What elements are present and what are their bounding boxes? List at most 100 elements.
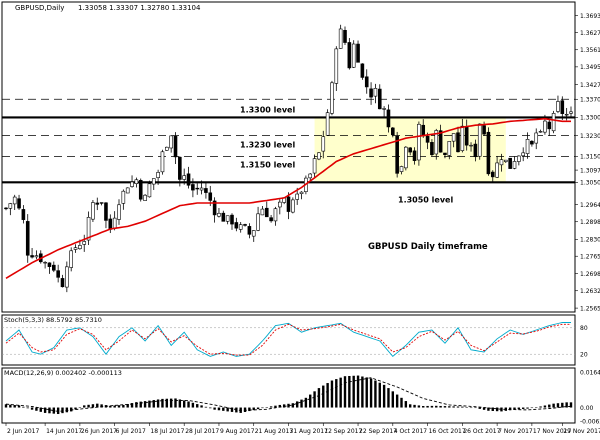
candle-body	[412, 150, 417, 161]
macd-histogram-bar	[230, 407, 234, 412]
candle-body	[260, 208, 265, 216]
macd-histogram-bar	[552, 403, 555, 408]
macd-histogram-bar	[356, 375, 360, 408]
macd-histogram-bar	[156, 399, 160, 408]
candle-body	[25, 221, 30, 256]
macd-histogram-bar	[495, 407, 499, 412]
candle-body	[69, 250, 73, 268]
x-tick-label: 29 Nov 2017	[563, 428, 600, 435]
macd-histogram-bar	[543, 405, 547, 408]
candle-body	[499, 159, 504, 166]
candle-body	[130, 181, 134, 187]
macd-histogram-bar	[456, 406, 460, 408]
price-tick-label: 1.30500	[580, 180, 600, 187]
candle-body	[473, 143, 478, 158]
macd-histogram-bar	[22, 406, 25, 408]
macd-histogram-bar	[478, 407, 481, 409]
price-tick-label: 1.33000	[580, 115, 600, 122]
x-tick-label: 12 Sep 2017	[324, 428, 362, 435]
candle-body	[256, 213, 260, 231]
x-tick-label: 17 Nov 2017	[533, 428, 572, 435]
candle-body	[243, 224, 247, 226]
price-tick-label: 1.26980	[580, 271, 600, 278]
x-tick-label: 26 Jun 2017	[81, 428, 117, 435]
candle-body	[369, 88, 373, 98]
candle-body	[56, 270, 60, 278]
macd-histogram-bar	[117, 405, 121, 408]
candle-body	[421, 124, 426, 137]
x-tick-label: 18 Jul 2017	[150, 428, 184, 435]
candle-body	[99, 202, 104, 204]
candle-body	[364, 76, 369, 88]
macd-histogram-bar	[530, 407, 534, 409]
macd-histogram-bar	[213, 407, 216, 410]
macd-histogram-bar	[452, 406, 455, 408]
macd-histogram-bar	[165, 398, 169, 408]
candle-body	[538, 131, 543, 133]
x-tick-label: 31 Aug 2017	[290, 428, 329, 435]
macd-histogram-bar	[39, 407, 42, 412]
candle-body	[508, 157, 512, 169]
macd-histogram-bar	[196, 404, 199, 408]
macd-histogram-bar	[65, 407, 69, 413]
macd-histogram-bar	[378, 382, 381, 408]
x-tick-label: 28 Jul 2017	[185, 428, 219, 435]
candle-body	[95, 202, 100, 205]
x-tick-label: 16 Oct 2017	[429, 428, 466, 435]
candle-body	[212, 200, 217, 216]
candle-body	[356, 43, 360, 63]
macd-histogram-bar	[265, 407, 268, 408]
level-label: 1.3150 level	[240, 160, 295, 169]
macd-histogram-bar	[461, 406, 464, 408]
macd-histogram-bar	[569, 402, 573, 408]
macd-histogram-bar	[226, 407, 229, 412]
macd-histogram-bar	[174, 398, 177, 408]
candle-body	[221, 212, 226, 222]
candle-body	[299, 191, 304, 195]
candle-body	[408, 147, 412, 153]
candle-body	[238, 224, 243, 230]
macd-histogram-bar	[335, 379, 338, 408]
macd-histogram-bar	[382, 384, 386, 408]
candle-body	[160, 151, 165, 173]
candle-body	[391, 127, 395, 136]
candle-body	[395, 135, 399, 174]
candle-body	[438, 130, 443, 153]
macd-histogram-bar	[74, 407, 77, 410]
macd-histogram-bar	[361, 376, 364, 408]
macd-histogram-bar	[69, 407, 73, 412]
macd-histogram-bar	[48, 407, 51, 414]
macd-histogram-bar	[282, 404, 286, 408]
macd-histogram-bar	[535, 407, 538, 408]
macd-tick-label: 0.016447	[580, 369, 600, 376]
macd-histogram-bar	[365, 377, 368, 408]
macd-histogram-bar	[395, 394, 399, 408]
candle-body	[251, 230, 256, 237]
macd-panel	[1, 367, 576, 424]
macd-histogram-bar	[287, 403, 290, 408]
macd-histogram-bar	[391, 391, 395, 408]
candle-body	[43, 261, 47, 264]
candle-body	[191, 184, 195, 191]
macd-histogram-bar	[122, 404, 125, 408]
moving-average-line	[5, 117, 571, 279]
price-tick-label: 1.31500	[580, 154, 600, 161]
macd-histogram-bar	[87, 404, 90, 408]
candle-body	[543, 120, 547, 133]
candle-body	[477, 123, 482, 157]
candle-body	[169, 135, 173, 149]
macd-histogram-bar	[143, 401, 147, 408]
macd-histogram-bar	[369, 378, 373, 408]
macd-histogram-bar	[161, 398, 164, 408]
macd-histogram-bar	[169, 398, 173, 408]
candle-body	[286, 196, 291, 212]
macd-histogram-bar	[491, 407, 494, 411]
macd-histogram-bar	[539, 406, 542, 408]
macd-histogram-bar	[17, 405, 21, 408]
candle-body	[65, 266, 69, 288]
macd-histogram-bar	[500, 407, 503, 412]
macd-histogram-bar	[295, 401, 299, 408]
x-tick-label: 2 Jun 2017	[7, 428, 39, 435]
